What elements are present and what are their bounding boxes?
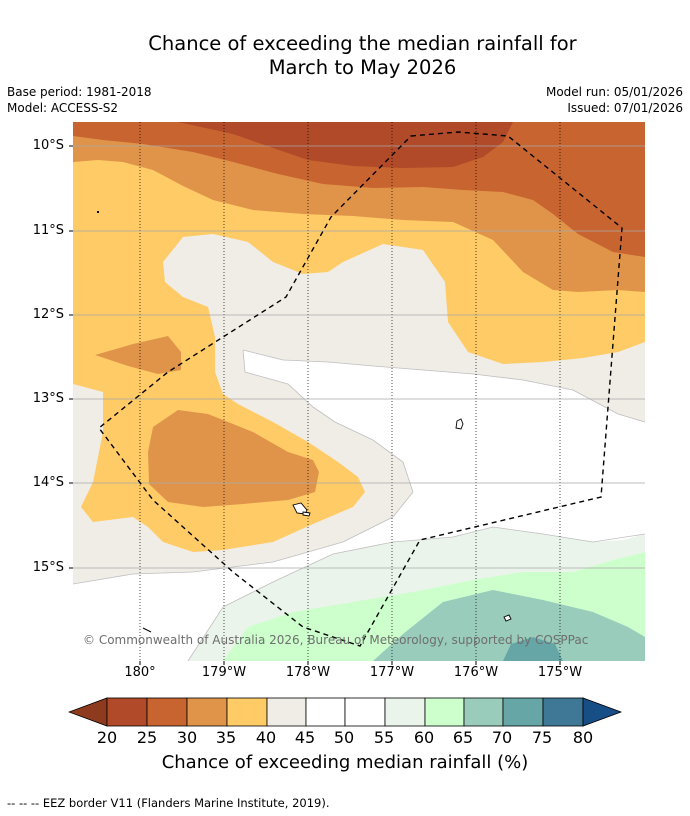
colorbar-tick-50: 50 bbox=[333, 728, 355, 747]
map-title: Chance of exceeding the median rainfall … bbox=[0, 32, 690, 80]
colorbar-tick-80: 80 bbox=[572, 728, 594, 747]
colorbar-cell-45-50 bbox=[305, 697, 346, 727]
colorbar-tick-55: 55 bbox=[373, 728, 395, 747]
issued-date: Issued: 07/01/2026 bbox=[567, 101, 683, 115]
colorbar-tick-45: 45 bbox=[294, 728, 316, 747]
colorbar-cell-60-65 bbox=[424, 697, 465, 727]
island-nw-dot bbox=[97, 211, 99, 213]
parallels bbox=[73, 145, 645, 569]
colorbar-tick-40: 40 bbox=[255, 728, 277, 747]
colorbar bbox=[68, 697, 623, 727]
patch-35-40-west bbox=[95, 336, 181, 374]
colorbar-tick-20: 20 bbox=[96, 728, 118, 747]
lon-label-180: 180° bbox=[124, 665, 156, 680]
island-south-small bbox=[302, 511, 311, 517]
lon-label-179w: 179°W bbox=[201, 665, 247, 680]
colorbar-tick-75: 75 bbox=[531, 728, 553, 747]
colorbar-cell-25-30 bbox=[146, 697, 188, 727]
colorbar-label: Chance of exceeding median rainfall (%) bbox=[161, 752, 529, 773]
lon-label-175w: 175°W bbox=[537, 665, 583, 680]
colorbar-cell-70-75 bbox=[502, 697, 544, 727]
colorbar-cell-20-25 bbox=[106, 697, 148, 727]
island-east bbox=[455, 418, 464, 430]
lat-label-10s: 10°S bbox=[32, 138, 64, 153]
island-sw-dash bbox=[142, 627, 152, 633]
lon-label-176w: 176°W bbox=[453, 665, 499, 680]
lat-label-15s: 15°S bbox=[32, 560, 64, 575]
axis-ticks bbox=[69, 145, 561, 665]
model-run: Model run: 05/01/2026 bbox=[545, 85, 683, 99]
colorbar-cell-50-55 bbox=[344, 697, 386, 727]
copyright-credit: © Commonwealth of Australia 2026, Bureau… bbox=[83, 633, 589, 647]
base-period: Base period: 1981-2018 bbox=[7, 85, 152, 99]
eez-border bbox=[98, 131, 623, 647]
eez-footer-note: -- -- -- EEZ border V11 (Flanders Marine… bbox=[7, 796, 330, 810]
lat-label-13s: 13°S bbox=[32, 391, 64, 406]
colorbar-under-arrow bbox=[68, 697, 108, 727]
colorbar-tick-70: 70 bbox=[491, 728, 513, 747]
colorbar-cell-40-45 bbox=[266, 697, 307, 727]
lat-label-14s: 14°S bbox=[32, 475, 64, 490]
colorbar-tick-65: 65 bbox=[452, 728, 474, 747]
meta-right: Model run: 05/01/2026 Issued: 07/01/2026 bbox=[546, 84, 683, 116]
band-25-30 bbox=[178, 122, 513, 168]
lat-label-12s: 12°S bbox=[32, 307, 64, 322]
band-30-35 bbox=[73, 122, 645, 257]
colorbar-over-arrow bbox=[582, 697, 623, 727]
colorbar-tick-35: 35 bbox=[215, 728, 237, 747]
colorbar-tick-30: 30 bbox=[176, 728, 198, 747]
colorbar-tick-60: 60 bbox=[413, 728, 435, 747]
colorbar-cell-35-40 bbox=[226, 697, 268, 727]
colorbar-cell-55-60 bbox=[384, 697, 426, 727]
model-name: Model: ACCESS-S2 bbox=[7, 101, 119, 115]
map-title-line2: March to May 2026 bbox=[268, 56, 457, 79]
colorbar-cell-65-70 bbox=[463, 697, 504, 727]
colorbar-tick-25: 25 bbox=[136, 728, 158, 747]
rainfall-map bbox=[73, 122, 645, 661]
colorbar-cell-30-35 bbox=[186, 697, 228, 727]
lon-label-177w: 177°W bbox=[369, 665, 415, 680]
meta-left: Base period: 1981-2018 Model: ACCESS-S2 bbox=[7, 84, 152, 116]
colorbar-cell-75-80 bbox=[542, 697, 584, 727]
map-title-line1: Chance of exceeding the median rainfall … bbox=[148, 32, 577, 55]
lon-label-178w: 178°W bbox=[285, 665, 331, 680]
band-70-75 bbox=[503, 637, 563, 661]
band-65-70 bbox=[373, 590, 645, 661]
lat-label-11s: 11°S bbox=[32, 223, 64, 238]
island-se bbox=[503, 614, 512, 622]
